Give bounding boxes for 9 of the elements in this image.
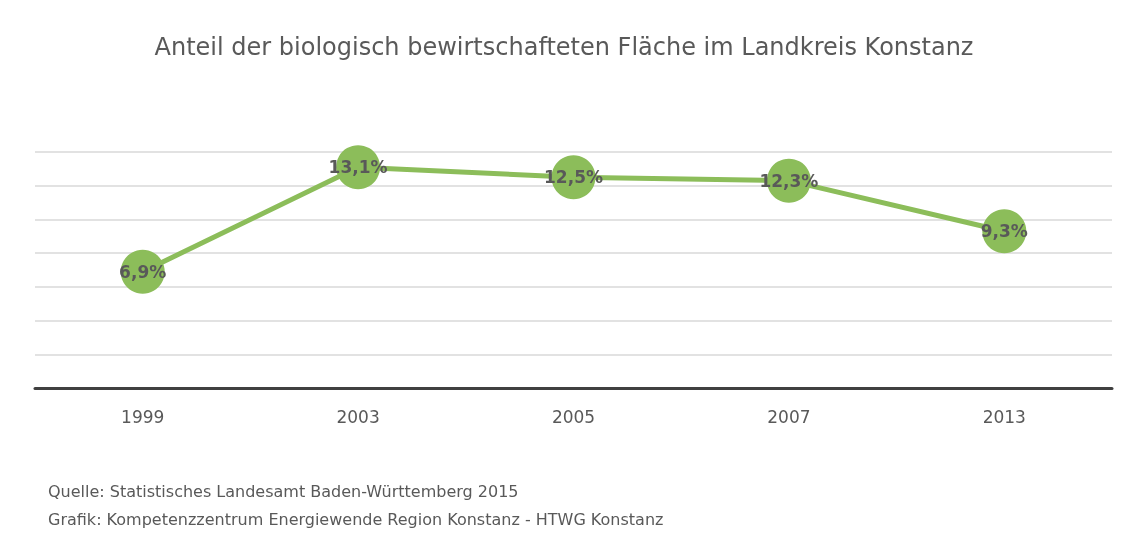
x-tick-label: 2005 [551, 406, 596, 427]
x-tick-label: 2007 [767, 406, 811, 427]
source-note: Quelle: Statistisches Landesamt Baden-Württemberg 2015 [48, 481, 519, 501]
chart-title: Anteil der biologisch bewirtschafteten Fläche im Landkreis Konstanz [154, 33, 974, 61]
x-tick-label: 2013 [982, 406, 1026, 427]
data-label: 12,5% [544, 167, 603, 188]
text: Grafik: Kompetenzzentrum Energiewende Region Konstanz - HTWG Konstanz [48, 509, 664, 529]
x-tick-label: 1999 [121, 406, 165, 427]
x-tick-label: 2003 [336, 406, 380, 427]
